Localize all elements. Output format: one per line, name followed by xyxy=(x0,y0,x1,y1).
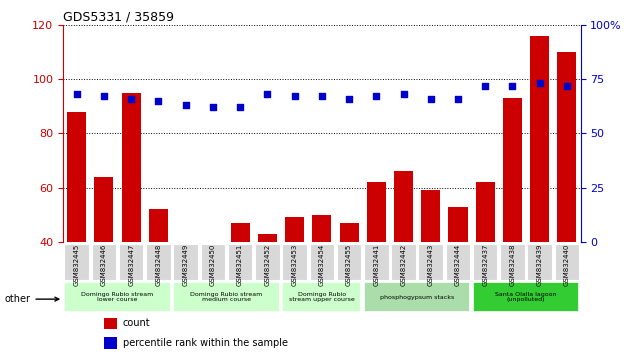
FancyBboxPatch shape xyxy=(119,244,143,280)
FancyBboxPatch shape xyxy=(282,282,362,312)
Text: GSM832454: GSM832454 xyxy=(319,244,325,286)
Bar xyxy=(67,112,86,350)
Bar xyxy=(149,209,168,350)
Bar xyxy=(176,242,195,350)
Point xyxy=(507,83,517,88)
Text: GSM832450: GSM832450 xyxy=(210,244,216,286)
FancyBboxPatch shape xyxy=(228,244,252,280)
Bar xyxy=(285,217,304,350)
Text: GDS5331 / 35859: GDS5331 / 35859 xyxy=(63,11,174,24)
FancyBboxPatch shape xyxy=(364,282,470,312)
Bar xyxy=(422,190,440,350)
FancyBboxPatch shape xyxy=(391,244,416,280)
Text: Santa Olalla lagoon
(unpolluted): Santa Olalla lagoon (unpolluted) xyxy=(495,292,557,302)
Bar xyxy=(105,337,117,349)
Point xyxy=(290,93,300,99)
Point xyxy=(453,96,463,102)
FancyBboxPatch shape xyxy=(91,244,116,280)
FancyBboxPatch shape xyxy=(500,244,525,280)
FancyBboxPatch shape xyxy=(418,244,443,280)
Text: GSM832442: GSM832442 xyxy=(401,244,406,286)
FancyBboxPatch shape xyxy=(146,244,170,280)
Point xyxy=(398,91,408,97)
Text: Domingo Rubio
stream upper course: Domingo Rubio stream upper course xyxy=(289,292,355,302)
Point xyxy=(562,83,572,88)
Point xyxy=(126,96,136,102)
Text: GSM832440: GSM832440 xyxy=(564,244,570,286)
Text: GSM832439: GSM832439 xyxy=(537,244,543,286)
Point xyxy=(480,83,490,88)
Text: other: other xyxy=(4,294,59,304)
FancyBboxPatch shape xyxy=(282,244,307,280)
Bar xyxy=(339,223,358,350)
Text: Domingo Rubio stream
medium course: Domingo Rubio stream medium course xyxy=(191,292,262,302)
Text: GSM832447: GSM832447 xyxy=(128,244,134,286)
Text: Domingo Rubio stream
lower course: Domingo Rubio stream lower course xyxy=(81,292,154,302)
Bar xyxy=(122,93,141,350)
Bar xyxy=(394,171,413,350)
Bar xyxy=(503,98,522,350)
Text: GSM832445: GSM832445 xyxy=(74,244,80,286)
Text: count: count xyxy=(122,318,150,328)
Bar xyxy=(312,215,331,350)
FancyBboxPatch shape xyxy=(445,244,470,280)
Point xyxy=(72,91,82,97)
Point xyxy=(317,93,327,99)
FancyBboxPatch shape xyxy=(337,244,362,280)
Point xyxy=(235,104,245,110)
Text: GSM832437: GSM832437 xyxy=(482,244,488,286)
FancyBboxPatch shape xyxy=(174,244,198,280)
Text: percentile rank within the sample: percentile rank within the sample xyxy=(122,338,288,348)
Text: GSM832441: GSM832441 xyxy=(374,244,379,286)
Point xyxy=(344,96,354,102)
Text: GSM832438: GSM832438 xyxy=(509,244,516,286)
Text: GSM832444: GSM832444 xyxy=(455,244,461,286)
Text: GSM832443: GSM832443 xyxy=(428,244,433,286)
FancyBboxPatch shape xyxy=(310,244,334,280)
Bar xyxy=(95,177,114,350)
Bar xyxy=(203,242,222,350)
Text: GSM832449: GSM832449 xyxy=(182,244,189,286)
Bar xyxy=(449,207,468,350)
Point xyxy=(371,93,381,99)
Text: phosphogypsum stacks: phosphogypsum stacks xyxy=(380,295,454,299)
Text: GSM832453: GSM832453 xyxy=(292,244,298,286)
Bar xyxy=(557,52,577,350)
Text: GSM832448: GSM832448 xyxy=(155,244,162,286)
Text: GSM832446: GSM832446 xyxy=(101,244,107,286)
FancyBboxPatch shape xyxy=(174,282,280,312)
Point xyxy=(153,98,163,104)
Point xyxy=(208,104,218,110)
Text: GSM832451: GSM832451 xyxy=(237,244,243,286)
Bar xyxy=(367,182,386,350)
Bar xyxy=(476,182,495,350)
FancyBboxPatch shape xyxy=(255,244,280,280)
Text: GSM832452: GSM832452 xyxy=(264,244,270,286)
FancyBboxPatch shape xyxy=(64,282,170,312)
Bar xyxy=(105,318,117,329)
Bar xyxy=(230,223,250,350)
FancyBboxPatch shape xyxy=(555,244,579,280)
Point xyxy=(262,91,273,97)
FancyBboxPatch shape xyxy=(473,282,579,312)
FancyBboxPatch shape xyxy=(201,244,225,280)
Point xyxy=(180,102,191,108)
FancyBboxPatch shape xyxy=(473,244,497,280)
Point xyxy=(534,81,545,86)
Point xyxy=(99,93,109,99)
FancyBboxPatch shape xyxy=(364,244,389,280)
FancyBboxPatch shape xyxy=(528,244,552,280)
Bar xyxy=(258,234,277,350)
FancyBboxPatch shape xyxy=(64,244,89,280)
Bar xyxy=(530,36,549,350)
Text: GSM832455: GSM832455 xyxy=(346,244,352,286)
Point xyxy=(426,96,436,102)
